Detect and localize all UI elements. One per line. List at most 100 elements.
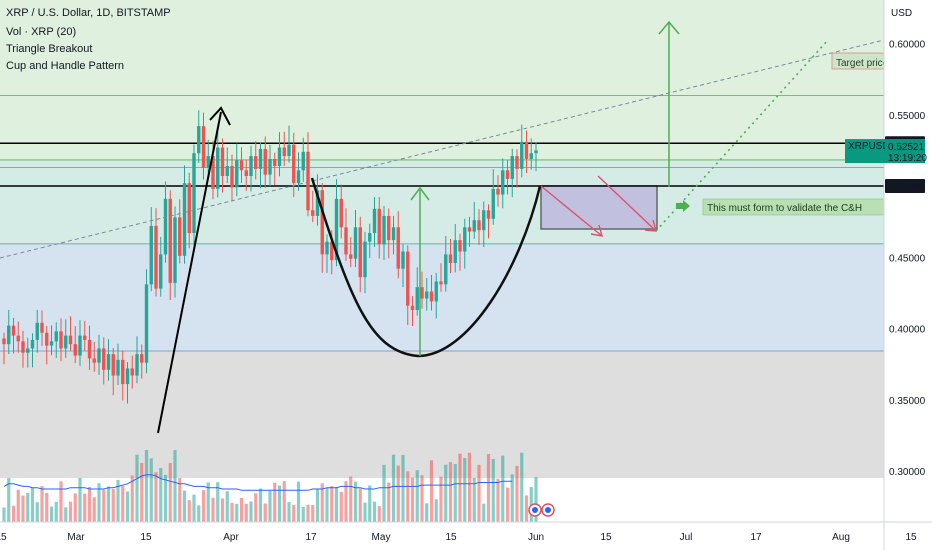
candle-body — [159, 254, 163, 289]
candle-body — [192, 153, 196, 234]
volume-indicator-label[interactable]: Vol · XRP (20) — [6, 26, 77, 38]
x-tick-label: 15 — [905, 532, 917, 543]
candle-body — [277, 147, 282, 167]
candle-body — [26, 348, 30, 353]
impulse-arrow-head — [209, 106, 231, 126]
pointer-arrow-icon — [676, 200, 690, 212]
volume-bar — [249, 501, 253, 522]
volume-bar — [382, 464, 386, 522]
volume-bar — [197, 505, 201, 522]
volume-bar — [244, 503, 248, 522]
candle-body — [168, 198, 172, 283]
candle-body — [344, 227, 348, 255]
volume-bar — [216, 482, 220, 522]
candle-body — [282, 147, 286, 157]
symbol-title[interactable]: XRP / U.S. Dollar, 1D, BITSTAMP — [6, 7, 171, 19]
volume-bars — [2, 449, 538, 522]
candle-body — [273, 158, 277, 167]
candle-body — [415, 287, 419, 310]
candle-body — [87, 339, 92, 359]
candle-body — [49, 341, 54, 346]
volume-bar — [83, 493, 87, 522]
candle-body — [64, 335, 68, 349]
x-tick-label: Mar — [67, 532, 85, 543]
volume-bar — [49, 506, 54, 522]
volume-bar — [220, 498, 225, 522]
candle-body — [182, 183, 187, 256]
candle-body — [429, 291, 434, 302]
volume-bar — [144, 449, 149, 522]
candle-body — [254, 156, 258, 169]
time-scale-bg — [0, 522, 932, 550]
candle-body — [249, 156, 253, 177]
volume-bar — [258, 488, 263, 522]
candle-body — [520, 141, 524, 169]
y-tick-label: 0.45000 — [889, 253, 926, 264]
projection-path — [655, 39, 829, 232]
currency-label: USD — [891, 8, 912, 19]
volume-bar — [520, 452, 524, 522]
volume-bar — [534, 477, 538, 522]
x-tick-label: Jul — [680, 532, 693, 543]
last-price-badge — [885, 139, 925, 164]
volume-bar — [358, 488, 362, 522]
volume-bar — [524, 495, 529, 522]
candle-body — [524, 141, 529, 159]
volume-bar — [225, 491, 229, 522]
x-tick-label: 15 — [140, 532, 152, 543]
candle-body — [353, 227, 358, 259]
candle-body — [491, 188, 495, 219]
candle-body — [391, 227, 396, 241]
volume-bar — [211, 497, 215, 522]
candle-body — [339, 198, 343, 228]
volume-bar — [21, 495, 25, 522]
volume-bar — [496, 478, 500, 522]
candle-body — [178, 217, 182, 256]
candle-body — [505, 170, 510, 179]
volume-bar — [415, 470, 419, 522]
volume-bar — [206, 482, 210, 522]
candle-body — [135, 354, 139, 376]
volume-bar — [448, 462, 453, 522]
volume-bar — [372, 501, 377, 522]
volume-bar — [477, 464, 481, 522]
candle-body — [382, 215, 386, 245]
volume-bar — [97, 483, 101, 522]
candle-body — [102, 348, 106, 370]
candle-body — [21, 341, 25, 353]
candle-body — [486, 210, 491, 219]
volume-bar — [282, 481, 286, 522]
event-flag-center — [545, 507, 551, 513]
chart-drawings: This must form to validate the C&H Target… — [0, 20, 893, 434]
idea-title-triangle: Triangle Breakout — [6, 43, 93, 55]
candle-body — [30, 339, 35, 349]
candle-body — [425, 291, 429, 299]
volume-ma-line — [3, 474, 513, 491]
candle-body — [268, 158, 272, 175]
volume-bar — [330, 486, 334, 522]
x-tick-label: 15 — [445, 532, 457, 543]
candle-body — [534, 150, 538, 154]
volume-bar — [7, 478, 11, 522]
volume-bar — [353, 481, 358, 522]
volume-bar — [11, 505, 16, 522]
volume-bar — [149, 458, 153, 522]
candle-body — [7, 325, 11, 345]
cup-curve — [310, 177, 542, 358]
candle-body — [59, 331, 63, 349]
volume-bar — [192, 494, 196, 522]
volume-bar — [377, 506, 381, 522]
volume-bar — [92, 497, 96, 522]
candle-body — [206, 156, 210, 168]
volume-bar — [339, 491, 343, 522]
candlesticks — [2, 110, 538, 404]
volume-bar — [505, 487, 510, 522]
candle-body — [106, 354, 111, 370]
candle-body — [377, 208, 381, 245]
volume-bar — [45, 492, 49, 522]
volume-bar — [187, 500, 191, 522]
volume-bar — [111, 488, 115, 522]
volume-bar — [315, 488, 320, 522]
